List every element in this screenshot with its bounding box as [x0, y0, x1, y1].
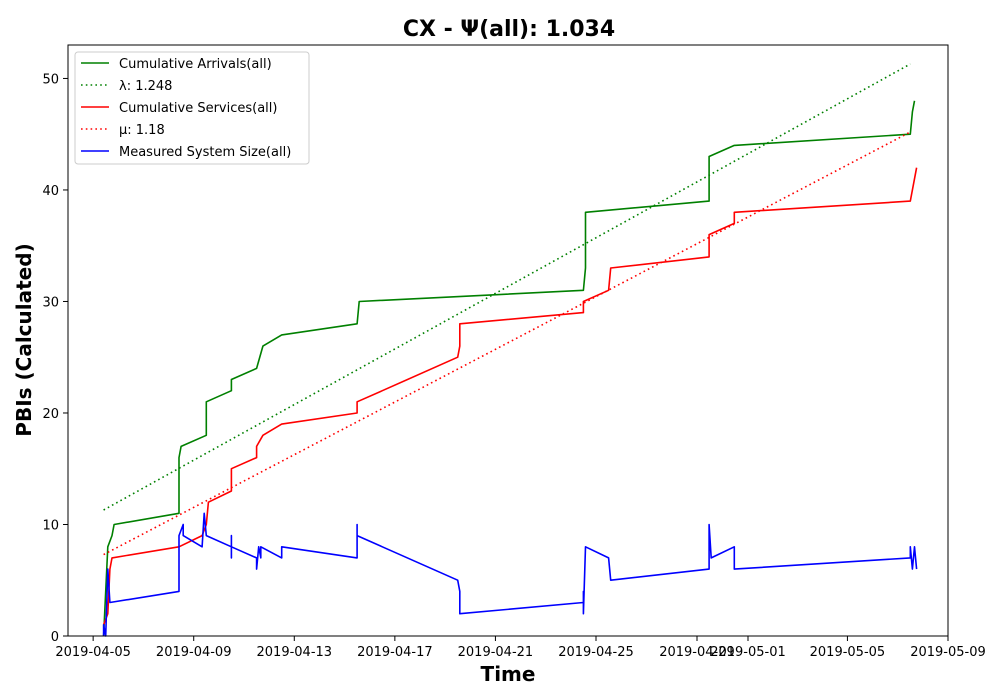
x-tick-label-3: 2019-04-17 — [357, 645, 433, 660]
x-tick-label-7: 2019-05-01 — [710, 645, 786, 660]
plot-frame — [67, 44, 949, 637]
chart-title: CX - Ψ(all): 1.034 — [403, 17, 615, 42]
y-tick-label-0: 0 — [51, 630, 59, 645]
x-tick-label-9: 2019-05-09 — [910, 645, 986, 660]
y-tick-label-2: 20 — [42, 407, 59, 422]
series-layer — [102, 63, 918, 637]
series-line-1 — [103, 63, 911, 511]
x-tick-label-8: 2019-05-05 — [810, 645, 886, 660]
y-tick-label-4: 40 — [42, 184, 59, 199]
x-axis-label: Time — [481, 662, 536, 686]
series-line-4 — [102, 512, 918, 637]
legend-label-1: λ: 1.248 — [119, 79, 172, 94]
legend-box — [74, 51, 310, 165]
x-tick-label-4: 2019-04-21 — [458, 645, 534, 660]
x-tick-label-2: 2019-04-13 — [257, 645, 333, 660]
y-axis: 0 10 20 30 40 50 — [42, 72, 68, 645]
x-tick-label-5: 2019-04-25 — [558, 645, 634, 660]
y-tick-label-1: 10 — [42, 518, 59, 533]
legend-label-3: μ: 1.18 — [119, 123, 165, 138]
y-tick-label-5: 50 — [42, 72, 59, 87]
legend: Cumulative Arrivals(all) λ: 1.248 Cumulati… — [74, 51, 310, 165]
series-line-0 — [102, 100, 916, 637]
legend-label-4: Measured System Size(all) — [119, 145, 291, 160]
x-axis: 2019-04-05 2019-04-09 2019-04-13 2019-04-17… — [55, 636, 986, 660]
x-tick-label-0: 2019-04-05 — [55, 645, 131, 660]
x-tick-label-1: 2019-04-09 — [156, 645, 232, 660]
legend-label-2: Cumulative Services(all) — [119, 101, 277, 116]
y-axis-label: PBIs (Calculated) — [12, 243, 36, 436]
series-line-3 — [103, 131, 911, 556]
x-tick-label-6: 2019-04-29 — [659, 645, 735, 660]
y-tick-label-3: 30 — [42, 295, 59, 310]
legend-label-0: Cumulative Arrivals(all) — [119, 57, 272, 72]
